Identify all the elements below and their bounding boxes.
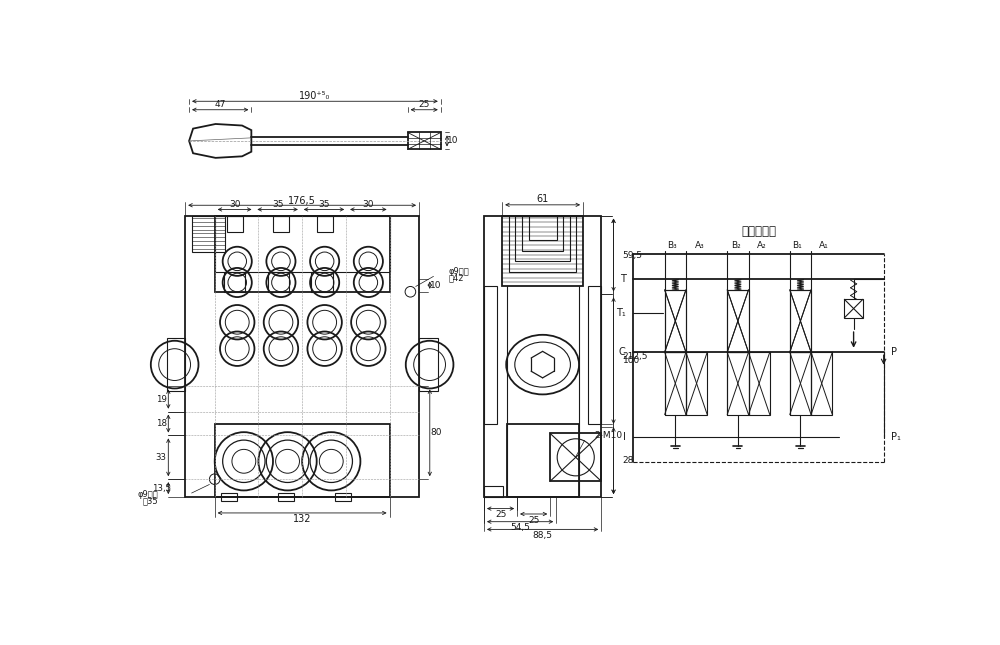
Text: T₁: T₁ xyxy=(616,308,626,318)
Text: 100: 100 xyxy=(623,356,640,365)
Text: 深35: 深35 xyxy=(143,496,158,505)
Text: 212,5: 212,5 xyxy=(623,352,648,361)
Bar xyxy=(273,215,289,232)
Bar xyxy=(192,215,225,252)
Bar xyxy=(221,493,237,501)
Bar xyxy=(215,215,390,292)
Bar xyxy=(727,290,749,352)
Text: 25: 25 xyxy=(418,100,430,109)
Text: 25: 25 xyxy=(495,510,506,519)
Text: 35: 35 xyxy=(318,199,330,208)
Bar xyxy=(509,215,576,272)
Bar xyxy=(185,215,419,497)
Bar xyxy=(408,132,441,150)
Bar xyxy=(686,352,707,415)
Bar xyxy=(665,290,686,352)
Bar xyxy=(529,215,557,240)
Bar xyxy=(665,352,686,415)
Bar xyxy=(268,272,289,292)
Text: P: P xyxy=(891,347,897,357)
Text: 132: 132 xyxy=(293,514,311,524)
Text: 深42: 深42 xyxy=(449,273,464,283)
Text: 54,5: 54,5 xyxy=(510,523,530,532)
Bar xyxy=(749,352,770,415)
Text: 28: 28 xyxy=(623,456,634,465)
Text: A₃: A₃ xyxy=(695,241,705,250)
Text: 18: 18 xyxy=(156,419,167,428)
Bar xyxy=(811,352,832,415)
Text: I: I xyxy=(623,432,626,442)
Bar xyxy=(224,272,245,292)
Text: T: T xyxy=(620,275,626,284)
Bar xyxy=(215,424,390,497)
Text: 19: 19 xyxy=(156,395,167,404)
Bar xyxy=(311,272,333,292)
Text: φ9螺孔: φ9螺孔 xyxy=(449,267,470,276)
Bar xyxy=(167,338,185,391)
Bar xyxy=(790,352,811,415)
Bar xyxy=(515,215,570,261)
Bar xyxy=(484,486,503,497)
Text: C: C xyxy=(619,347,626,357)
Text: B₁: B₁ xyxy=(792,241,802,250)
Bar xyxy=(522,215,563,251)
Bar xyxy=(727,290,749,352)
Bar xyxy=(844,299,863,318)
Bar xyxy=(484,286,497,424)
Text: A₂: A₂ xyxy=(757,241,767,250)
Text: B₂: B₂ xyxy=(731,241,741,250)
Bar xyxy=(665,290,686,352)
Text: φ9螺孔: φ9螺孔 xyxy=(138,490,158,499)
Bar xyxy=(502,215,583,286)
Text: 10: 10 xyxy=(430,281,442,290)
Text: 25: 25 xyxy=(528,515,539,524)
Text: A₁: A₁ xyxy=(819,241,828,250)
Text: 10: 10 xyxy=(447,137,458,145)
Text: P₁: P₁ xyxy=(891,432,901,442)
Text: 2-M10: 2-M10 xyxy=(595,432,623,441)
Text: 88,5: 88,5 xyxy=(533,531,553,540)
Bar xyxy=(790,290,811,352)
Bar xyxy=(588,286,601,424)
Bar xyxy=(278,493,294,501)
Bar xyxy=(227,215,243,232)
Bar xyxy=(419,338,438,391)
Bar xyxy=(317,215,333,232)
Text: 30: 30 xyxy=(363,199,374,208)
Bar xyxy=(550,433,601,481)
Text: 190⁺⁵₀: 190⁺⁵₀ xyxy=(299,91,331,101)
Text: 30: 30 xyxy=(229,199,240,208)
Bar xyxy=(335,493,351,501)
Bar xyxy=(727,352,749,415)
Text: 47: 47 xyxy=(215,100,226,109)
Bar xyxy=(215,215,390,272)
Bar xyxy=(790,290,811,352)
Bar xyxy=(484,215,601,497)
Text: 59,5: 59,5 xyxy=(623,250,643,259)
Text: B₃: B₃ xyxy=(667,241,677,250)
Text: 80: 80 xyxy=(430,428,442,437)
Text: 176,5: 176,5 xyxy=(288,195,316,206)
Text: 33: 33 xyxy=(156,453,167,462)
Text: 液压原理图: 液压原理图 xyxy=(741,225,776,238)
Text: 13,5: 13,5 xyxy=(152,484,171,493)
Text: 35: 35 xyxy=(272,199,283,208)
Text: 61: 61 xyxy=(536,194,549,204)
Bar xyxy=(507,424,579,497)
